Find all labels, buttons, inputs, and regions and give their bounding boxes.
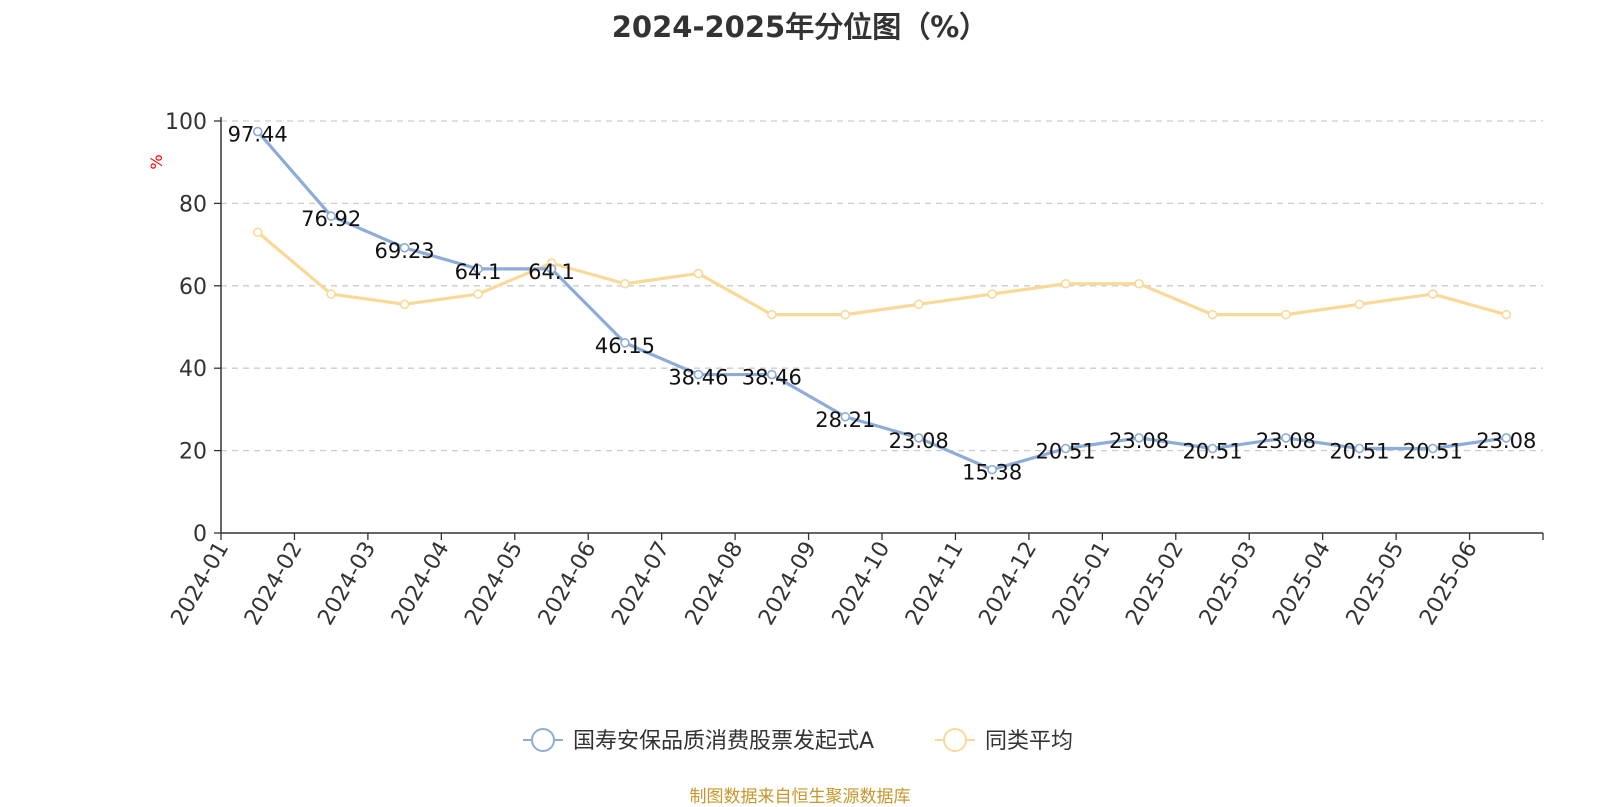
x-tick-label: 2025-03 [1195, 538, 1263, 630]
series-line [256, 231, 1507, 317]
data-point [1354, 299, 1365, 310]
x-tick-label: 2024-02 [240, 538, 308, 630]
data-label: 23.08 [1256, 429, 1316, 453]
data-point [987, 289, 997, 299]
data-point [1207, 309, 1218, 320]
data-label: 46.15 [595, 334, 655, 358]
x-tick-label: 2025-01 [1048, 538, 1116, 630]
data-point [1134, 433, 1144, 443]
y-tick-label: 60 [179, 275, 207, 300]
data-point [1060, 278, 1071, 289]
data-point [913, 299, 924, 310]
data-label: 64.1 [455, 260, 502, 284]
data-point [840, 309, 851, 320]
y-tick-label: 40 [179, 357, 207, 382]
data-point [1428, 289, 1438, 299]
data-point [1281, 433, 1291, 443]
data-point [399, 242, 410, 253]
x-tick-label: 2024-03 [313, 538, 381, 630]
x-tick-label: 2025-05 [1342, 538, 1410, 630]
x-tick-label: 2024-08 [681, 538, 749, 630]
data-label: 20.51 [1182, 439, 1242, 463]
data-point [620, 278, 630, 289]
data-point [473, 289, 483, 299]
x-tick-label: 2024-09 [754, 538, 822, 630]
legend-swatch-marker [943, 728, 967, 752]
data-label: 69.23 [375, 239, 435, 263]
y-tick-label: 100 [165, 110, 207, 135]
x-tick-label: 2024-05 [460, 538, 528, 630]
chart-title: 2024-2025年分位图（%） [611, 10, 989, 44]
data-point [987, 464, 997, 475]
x-tick-label: 2024-07 [607, 538, 675, 630]
data-point [840, 411, 851, 422]
data-point [252, 227, 263, 238]
x-tick-label: 2024-12 [974, 538, 1042, 630]
data-point [1501, 309, 1512, 320]
data-point [1428, 443, 1438, 454]
data-point [1134, 278, 1144, 289]
data-label: 20.51 [1329, 439, 1389, 463]
data-label: 38.46 [668, 366, 728, 390]
y-tick-label: 20 [179, 440, 207, 465]
legend-label: 国寿安保品质消费股票发起式A [573, 729, 874, 754]
x-tick-label: 2024-11 [901, 538, 969, 630]
data-point [767, 309, 777, 320]
legend-swatch-marker [531, 728, 555, 752]
data-label: 97.44 [228, 123, 288, 147]
data-point [1281, 309, 1291, 320]
data-label: 38.46 [742, 366, 802, 390]
data-point [1060, 443, 1071, 454]
data-label: 15.38 [962, 461, 1022, 485]
data-label: 64.1 [528, 260, 575, 284]
data-label: 23.08 [1476, 429, 1536, 453]
data-point [1501, 433, 1512, 443]
y-tick-label: 80 [179, 192, 207, 217]
data-source-note: 制图数据来自恒生聚源数据库 [689, 787, 911, 807]
data-point [546, 264, 557, 274]
x-tick-label: 2025-02 [1121, 538, 1189, 630]
data-point [693, 268, 704, 279]
data-point [1207, 443, 1218, 454]
data-label: 20.51 [1036, 439, 1096, 463]
x-tick-label: 2025-04 [1268, 538, 1336, 630]
data-label: 76.92 [301, 207, 361, 231]
data-point [767, 369, 777, 380]
data-label: 23.08 [1109, 429, 1169, 453]
data-point [326, 289, 336, 299]
data-point [326, 211, 336, 221]
series-line [256, 130, 1507, 472]
x-tick-label: 2025-06 [1415, 538, 1483, 630]
x-tick-label: 2024-01 [167, 538, 235, 630]
data-point [913, 433, 924, 443]
data-point [399, 299, 410, 310]
data-label: 23.08 [889, 429, 949, 453]
y-axis-label: % [147, 154, 166, 169]
x-tick-label: 2024-04 [387, 538, 455, 630]
y-tick-label: 0 [193, 522, 207, 547]
data-point [693, 369, 704, 380]
data-point [620, 338, 630, 348]
data-point [1354, 443, 1365, 454]
data-point [473, 264, 483, 274]
x-tick-label: 2024-06 [534, 538, 602, 630]
data-point [252, 126, 263, 137]
x-tick-label: 2024-10 [828, 538, 896, 630]
data-label: 20.51 [1403, 439, 1463, 463]
data-label: 28.21 [815, 408, 875, 432]
legend-label: 同类平均 [985, 729, 1073, 754]
